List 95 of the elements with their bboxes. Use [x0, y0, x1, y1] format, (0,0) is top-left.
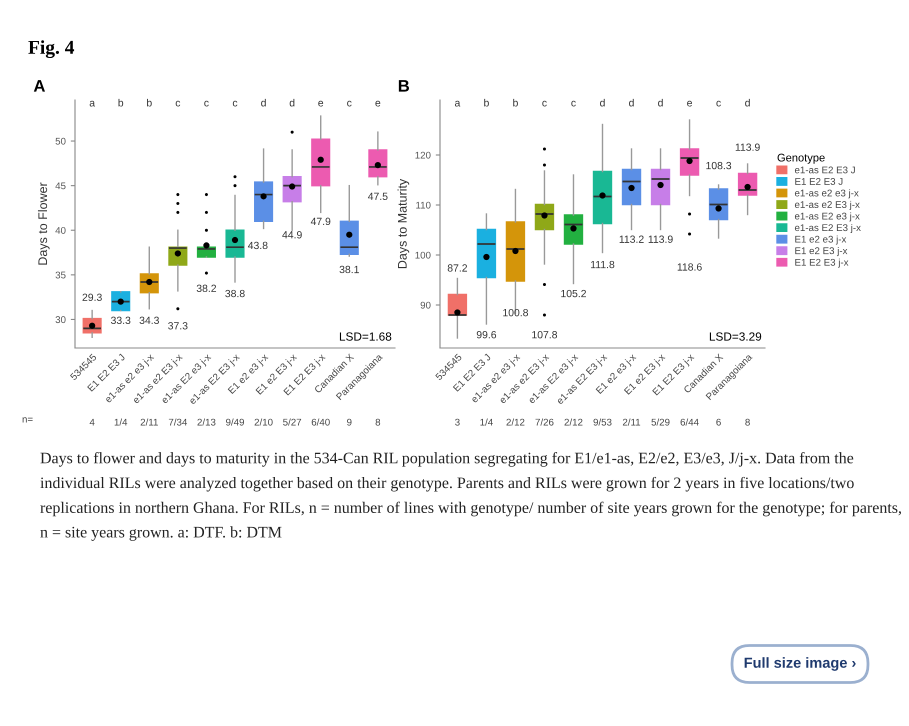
annotation: e: [375, 100, 380, 107]
text: 2/12: [564, 418, 582, 426]
text: 2/12: [506, 418, 524, 426]
text: Full size image ›: [744, 657, 856, 671]
annotation: 47.5: [368, 192, 388, 200]
annotation: e: [687, 100, 692, 107]
y-tick-label: 120: [415, 152, 431, 159]
annotation: 87.2: [448, 264, 468, 272]
annotation: 113.9: [648, 236, 673, 243]
annotation: d: [290, 98, 294, 107]
text: 6: [716, 418, 721, 426]
annotation: 47.9: [310, 218, 330, 226]
legend-label: e1-as e2 e3 j-x: [794, 189, 859, 198]
annotation: 113.9: [736, 144, 760, 151]
annotation: 29.3: [82, 294, 102, 301]
y-tick-label: 45: [55, 182, 66, 190]
annotation: 43.8: [248, 242, 268, 250]
text: 2/11: [140, 418, 158, 426]
annotation: 107.8: [532, 331, 558, 338]
annotation: 44.9: [282, 231, 302, 238]
text: 1/4: [480, 418, 493, 426]
annotation: c: [716, 100, 721, 107]
annotation: b: [118, 98, 124, 107]
text: 8: [376, 418, 380, 426]
annotation: 34.3: [140, 316, 159, 324]
text: n=: [22, 417, 33, 423]
y-tick-label: 40: [55, 226, 66, 234]
legend-label: E1 e2 E3 j-x: [795, 247, 848, 256]
annotation: c: [347, 100, 352, 107]
chart-title: A: [34, 80, 45, 92]
y-tick-label: 90: [420, 302, 431, 309]
annotation: 105.2: [561, 290, 586, 298]
text: 4: [90, 418, 95, 426]
y-tick-label: 30: [56, 316, 66, 324]
annotation: 38.2: [196, 284, 216, 292]
annotation: 33.3: [110, 316, 130, 324]
y-tick-label: 110: [416, 202, 431, 209]
annotation: d: [261, 98, 266, 107]
legend-label: E1 e2 e3 j-x: [795, 236, 846, 245]
text: 5/27: [283, 418, 302, 426]
text: 6/40: [312, 418, 330, 426]
chart-title: B: [398, 80, 410, 92]
annotation: c: [232, 100, 238, 107]
annotation: c: [176, 100, 180, 107]
annotation: d: [629, 98, 634, 107]
annotation: b: [513, 98, 518, 107]
annotation: 38.8: [225, 290, 245, 298]
annotation: b: [147, 98, 152, 107]
text: 5/29: [651, 418, 670, 426]
text: 2/10: [254, 418, 273, 426]
annotation: 118.6: [678, 263, 702, 271]
annotation: c: [571, 100, 576, 107]
y-axis-title: Days to Maturity: [398, 178, 410, 268]
legend-label: E1 E2 E3 j-x: [795, 258, 848, 268]
y-tick-label: 100: [415, 252, 431, 259]
text: 7/34: [168, 418, 188, 426]
annotation: b: [484, 98, 489, 107]
text: 8: [745, 418, 750, 426]
y-tick-label: 50: [56, 138, 66, 145]
annotation: a: [454, 100, 460, 107]
annotation: c: [204, 100, 209, 107]
annotation: d: [600, 98, 605, 107]
text: 9/49: [226, 418, 244, 426]
annotation: d: [658, 98, 663, 107]
y-axis-title: Days to Flower: [38, 182, 50, 265]
annotation: d: [745, 98, 750, 107]
text: 9: [347, 418, 352, 426]
legend-label: e1-as e2 E3 j-x: [794, 200, 860, 210]
annotation: a: [90, 100, 96, 107]
annotation: 108.3: [706, 162, 732, 170]
annotation: e: [318, 100, 324, 107]
text: 3: [455, 418, 460, 426]
text: 9/53: [593, 418, 612, 426]
caption: Fig. 4: [28, 40, 74, 58]
annotation: 100.8: [503, 308, 528, 316]
legend-label: e1-as E2 E3 J: [794, 166, 855, 174]
annotation: LSD=3.29: [710, 332, 762, 341]
annotation: c: [542, 100, 547, 107]
y-tick-label: 35: [56, 272, 66, 278]
legend-label: e1-as E2 E3 j-x: [794, 224, 861, 234]
annotation: 37.3: [168, 322, 188, 330]
text: 7/26: [536, 418, 554, 426]
legend-title: Genotype: [778, 154, 825, 164]
legend-label: e1-as E2 e3 j-x: [794, 212, 860, 222]
annotation: LSD=1.68: [340, 332, 392, 341]
text: Days to flower and days to maturity in the 534-Can RIL population segregating for E1/e1-as, E2/e2, E3/e3, J/j-x. Data from the individual RILs were analyzed together based on their genotype. Parents and RILs were grown for 2 years in five locations/two replications in northern Ghana. For RILs, n = number of lines with genotype/ number of site years grown for the genotype; for parents, n = site years grown. a: DTF. b: DTM: [40, 452, 901, 541]
text: 2/11: [622, 418, 640, 426]
annotation: 38.1: [340, 266, 359, 274]
annotation: 99.6: [476, 331, 496, 338]
text: 1/4: [114, 418, 128, 426]
legend-label: E1 E2 E3 J: [795, 178, 842, 185]
annotation: 111.8: [591, 260, 614, 268]
text: 6/44: [680, 418, 699, 426]
text: 2/13: [197, 418, 216, 426]
annotation: 113.2: [620, 236, 644, 243]
